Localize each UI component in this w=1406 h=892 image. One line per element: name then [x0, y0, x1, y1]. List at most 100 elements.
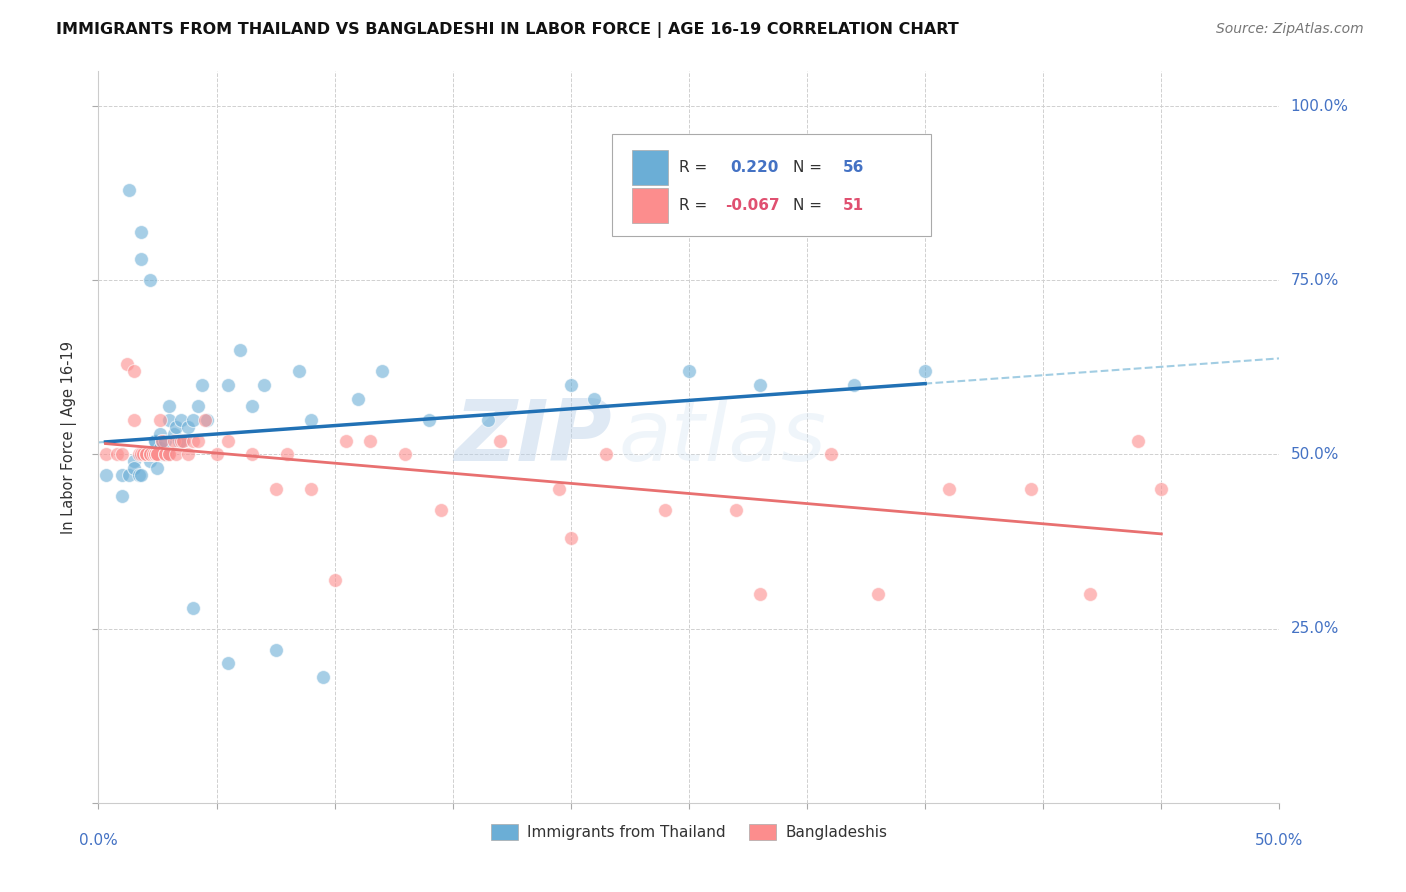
- Text: 100.0%: 100.0%: [1291, 99, 1348, 113]
- Point: [181, 600, 204, 615]
- Point: [187, 434, 209, 448]
- Point: [122, 461, 145, 475]
- Point: [129, 448, 152, 462]
- Point: [299, 412, 322, 426]
- Point: [866, 587, 889, 601]
- Point: [181, 412, 204, 426]
- Point: [678, 364, 700, 378]
- Y-axis label: In Labor Force | Age 16-19: In Labor Force | Age 16-19: [60, 341, 77, 533]
- Point: [149, 426, 172, 441]
- Point: [170, 434, 193, 448]
- Point: [371, 364, 394, 378]
- Point: [217, 657, 239, 671]
- FancyBboxPatch shape: [633, 150, 668, 185]
- Point: [157, 448, 180, 462]
- Point: [156, 448, 179, 462]
- Point: [142, 448, 165, 462]
- Point: [253, 377, 276, 392]
- Point: [359, 434, 381, 448]
- Point: [264, 642, 287, 657]
- Point: [163, 426, 186, 441]
- Point: [146, 448, 169, 462]
- Text: Source: ZipAtlas.com: Source: ZipAtlas.com: [1216, 22, 1364, 37]
- Point: [264, 483, 287, 497]
- Point: [157, 448, 180, 462]
- Point: [1021, 483, 1043, 497]
- Point: [177, 448, 200, 462]
- Point: [129, 225, 152, 239]
- Point: [139, 454, 162, 468]
- Point: [165, 419, 187, 434]
- Text: N =: N =: [793, 160, 823, 175]
- Point: [844, 377, 866, 392]
- Point: [129, 468, 152, 483]
- Point: [194, 412, 217, 426]
- Point: [135, 448, 157, 462]
- Point: [150, 448, 173, 462]
- Point: [128, 468, 150, 483]
- Point: [187, 399, 209, 413]
- Text: -0.067: -0.067: [725, 198, 780, 213]
- FancyBboxPatch shape: [612, 134, 931, 235]
- Point: [146, 461, 169, 475]
- Legend: Immigrants from Thailand, Bangladeshis: Immigrants from Thailand, Bangladeshis: [485, 818, 893, 847]
- Point: [129, 252, 152, 267]
- Text: 0.0%: 0.0%: [79, 833, 118, 848]
- Point: [105, 448, 128, 462]
- Point: [143, 434, 166, 448]
- Point: [489, 434, 512, 448]
- Point: [312, 670, 335, 684]
- Point: [595, 448, 617, 462]
- Point: [323, 573, 346, 587]
- Point: [163, 434, 186, 448]
- Point: [142, 448, 165, 462]
- Point: [560, 377, 582, 392]
- Point: [477, 412, 499, 426]
- Text: R =: R =: [679, 198, 707, 213]
- Point: [240, 448, 263, 462]
- Point: [143, 448, 166, 462]
- Point: [111, 489, 134, 503]
- Point: [583, 392, 606, 406]
- Point: [191, 377, 214, 392]
- Point: [149, 441, 172, 455]
- Point: [548, 483, 571, 497]
- Point: [172, 434, 194, 448]
- Point: [288, 364, 311, 378]
- Point: [94, 468, 117, 483]
- Point: [135, 448, 157, 462]
- Text: atlas: atlas: [619, 395, 827, 479]
- Point: [938, 483, 960, 497]
- Point: [150, 434, 173, 448]
- Point: [122, 454, 145, 468]
- Point: [229, 343, 252, 357]
- Point: [748, 587, 770, 601]
- Point: [135, 448, 157, 462]
- Point: [1080, 587, 1102, 601]
- Point: [820, 448, 842, 462]
- Point: [205, 448, 228, 462]
- Point: [153, 448, 176, 462]
- Point: [143, 448, 166, 462]
- Point: [122, 364, 145, 378]
- Point: [136, 448, 159, 462]
- Point: [347, 392, 370, 406]
- Point: [139, 448, 162, 462]
- Point: [157, 399, 180, 413]
- Point: [153, 434, 176, 448]
- Point: [725, 503, 748, 517]
- Point: [128, 448, 150, 462]
- Point: [560, 531, 582, 545]
- Point: [135, 448, 157, 462]
- Point: [418, 412, 440, 426]
- Point: [139, 273, 162, 287]
- Point: [111, 468, 134, 483]
- Point: [150, 434, 173, 448]
- Point: [122, 412, 145, 426]
- Point: [132, 448, 155, 462]
- Point: [153, 448, 176, 462]
- Point: [118, 468, 141, 483]
- Point: [654, 503, 676, 517]
- Text: 0.220: 0.220: [730, 160, 779, 175]
- Point: [1150, 483, 1173, 497]
